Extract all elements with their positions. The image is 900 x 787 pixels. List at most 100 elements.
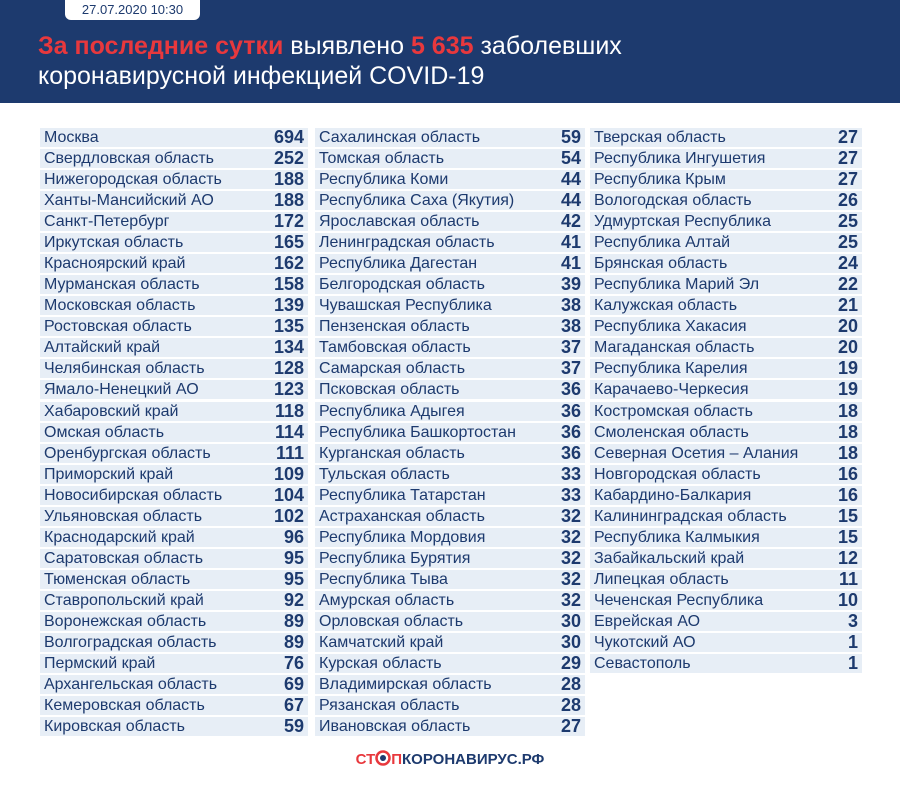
region-name: Карачаево-Черкесия [594, 381, 749, 399]
table-row: Саратовская область 95 [40, 548, 308, 568]
region-name: Самарская область [319, 360, 466, 378]
case-count: 162 [273, 253, 304, 274]
case-count: 20 [837, 337, 858, 358]
case-count: 19 [837, 358, 858, 379]
region-name: Брянская область [594, 255, 728, 273]
table-row: Курская область 29 [315, 654, 585, 673]
region-name: Новосибирская область [44, 486, 223, 504]
table-row: Владимирская область 28 [315, 674, 585, 695]
region-name: Ханты-Мансийский АО [44, 192, 214, 210]
table-row: Волгоградская область 89 [40, 632, 308, 652]
region-name: Орловская область [319, 612, 464, 630]
region-name: Томская область [319, 150, 445, 168]
case-count: 139 [273, 295, 304, 316]
region-name: Ростовская область [44, 318, 192, 336]
table-row: Республика Калмыкия 15 [590, 527, 862, 547]
case-count: 32 [560, 505, 581, 526]
case-count: 188 [273, 169, 304, 190]
table-row: Ульяновская область 102 [40, 505, 308, 526]
table-row: Оренбургская область 111 [40, 442, 308, 463]
table-row: Республика Хакасия 20 [590, 317, 862, 337]
case-count: 109 [273, 463, 304, 484]
region-name: Калужская область [594, 297, 738, 315]
region-name: Ставропольский край [44, 591, 204, 609]
table-row: Республика Ингушетия 27 [590, 148, 862, 169]
title-line: коронавирусной инфекцией COVID-19 [38, 62, 485, 90]
region-name: Республика Адыгея [319, 402, 465, 420]
table-row: Приморский край 109 [40, 463, 308, 484]
table-row: Кировская область 59 [40, 717, 308, 737]
region-name: Челябинская область [44, 360, 205, 378]
table-row: Архангельская область 69 [40, 675, 308, 695]
case-count: 16 [837, 463, 858, 484]
region-name: Республика Марий Эл [594, 276, 760, 294]
table-row: Ленинградская область 41 [315, 233, 585, 253]
region-name: Костромская область [594, 402, 753, 420]
table-row: Липецкая область 11 [590, 568, 862, 589]
case-count: 30 [560, 631, 581, 652]
region-name: Нижегородская область [44, 171, 222, 189]
region-name: Чеченская Республика [594, 591, 764, 609]
region-name: Республика Башкортостан [319, 423, 516, 441]
region-name: Республика Ингушетия [594, 150, 766, 168]
table-row: Томская область 54 [315, 149, 585, 169]
region-name: Кемеровская область [44, 697, 205, 715]
case-count: 11 [838, 568, 858, 589]
region-name: Курганская область [319, 444, 465, 462]
region-name: Мурманская область [44, 276, 200, 294]
case-count: 111 [275, 442, 304, 463]
table-row: Тамбовская область 37 [315, 338, 585, 358]
table-row: Чукотский АО 1 [590, 632, 862, 652]
table-row: Хабаровский край 118 [40, 401, 308, 421]
case-count: 134 [273, 337, 304, 358]
table-row: Красноярский край 162 [40, 253, 308, 274]
table-row: Республика Татарстан 33 [315, 485, 585, 505]
region-name: Пермский край [44, 655, 156, 672]
table-row: Севастополь 1 [590, 654, 862, 673]
region-name: Оренбургская область [44, 444, 211, 462]
table-row: Калининградская область 15 [590, 506, 862, 526]
case-count: 27 [837, 148, 858, 169]
title-part: заболевших [480, 32, 622, 60]
case-count: 3 [847, 610, 858, 631]
region-name: Свердловская область [44, 150, 214, 168]
table-row: Чувашская Республика 38 [315, 296, 585, 316]
table-row: Еврейская АО 3 [590, 610, 862, 631]
table-row: Воронежская область 89 [40, 611, 308, 631]
case-count: 10 [837, 589, 858, 610]
table-row: Алтайский край 134 [40, 337, 308, 358]
region-name: Тюменская область [44, 570, 191, 588]
region-name: Кабардино-Балкария [594, 486, 752, 504]
case-count: 102 [273, 505, 304, 526]
case-count: 18 [837, 400, 858, 421]
case-count: 25 [837, 232, 858, 253]
case-count: 27 [837, 127, 858, 147]
table-row: Орловская область 30 [315, 611, 585, 631]
table-row: Тульская область 33 [315, 464, 585, 484]
region-name: Новгородская область [594, 465, 761, 483]
table-row: Республика Мордовия 32 [315, 527, 585, 547]
region-name: Республика Карелия [594, 360, 748, 378]
region-name: Калининградская область [594, 507, 787, 525]
table-row: Ярославская область 42 [315, 212, 585, 232]
case-count: 25 [837, 211, 858, 232]
region-name: Пензенская область [319, 318, 470, 336]
region-name: Москва [44, 129, 99, 146]
case-count: 36 [560, 379, 581, 400]
region-name: Астраханская область [319, 507, 485, 525]
case-count: 38 [560, 316, 581, 337]
table-row: Магаданская область 20 [590, 337, 862, 358]
case-count: 27 [837, 169, 858, 190]
case-count: 32 [560, 568, 581, 589]
table-row: Иркутская область 165 [40, 233, 308, 253]
region-name: Иркутская область [44, 234, 184, 252]
table-row: Свердловская область 252 [40, 149, 308, 169]
case-count: 1 [847, 653, 858, 673]
case-count: 36 [560, 400, 581, 421]
case-count: 92 [283, 589, 304, 610]
case-count: 28 [560, 674, 581, 695]
case-count: 44 [560, 169, 581, 190]
region-name: Северная Осетия – Алания [594, 444, 799, 462]
region-name: Саратовская область [44, 549, 204, 567]
region-name: Санкт-Петербург [44, 213, 170, 231]
